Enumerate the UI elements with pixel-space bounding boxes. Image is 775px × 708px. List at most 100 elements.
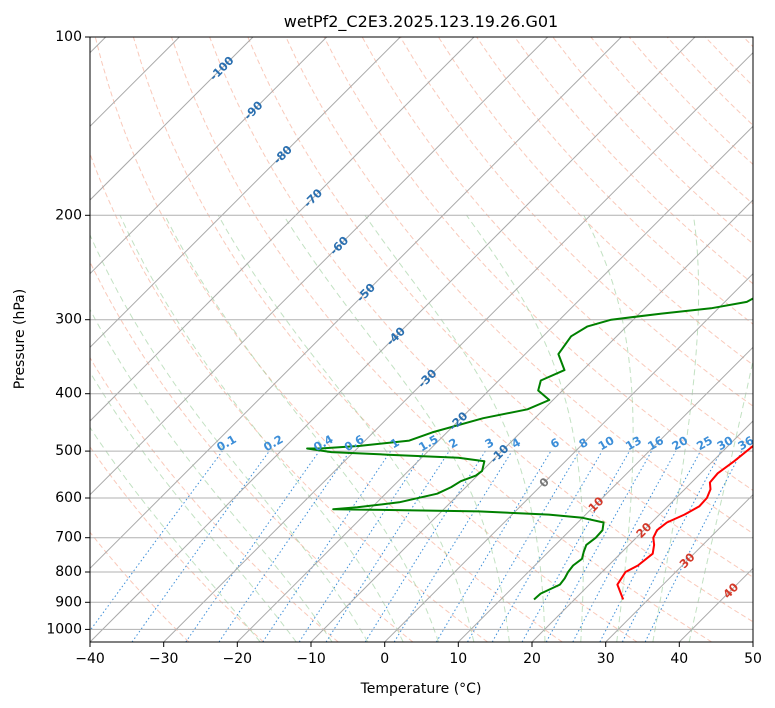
isotherm-line [90,37,696,642]
x-tick-label: −40 [75,651,105,667]
plot-frame [89,36,754,643]
mixing-ratio-label: 25 [694,433,715,453]
mixing-ratio-line [545,450,653,642]
isotherm-line [90,37,401,349]
dry-adiabat-line [704,37,753,87]
isotherm-line [384,272,753,642]
dry-adiabat-line [514,37,753,285]
mixing-ratio-line [262,450,392,642]
sounding-series [306,297,753,601]
moist-adiabat-line [283,215,510,642]
x-tick-label: 10 [449,651,467,667]
y-tick-label: 400 [55,386,82,402]
dry-adiabat-line [247,37,753,578]
mixing-ratio-line [572,450,677,642]
mixing-ratio-label: 1 [388,435,402,451]
x-tick-label: 30 [597,651,615,667]
dry-adiabat-line [94,37,563,642]
mixing-ratio-line [218,450,351,642]
dry-adiabat-line [90,531,190,642]
dry-adiabat-line [209,37,753,623]
x-tick-label: 40 [670,651,688,667]
moist-adiabat-line [90,426,261,642]
isotherm-line [678,567,753,642]
x-axis-ticks: −40 −30 −20 −10 0 10 20 30 40 50 [75,642,762,667]
x-tick-label: −30 [149,651,179,667]
mixing-ratio-line [185,450,320,642]
dry-adiabat-line [171,37,712,642]
mixing-ratio-line [131,450,270,642]
isotherm-line [90,37,475,422]
chart-title: wetPf2_C2E3.2025.123.19.26.G01 [284,12,558,32]
isotherm-line [457,346,753,642]
isotherm-line [236,125,753,642]
x-tick-label: 20 [523,651,541,667]
moist-adiabat-line [217,215,475,642]
y-tick-label: 600 [55,490,82,506]
dry-adiabat-line [552,37,753,245]
mixing-ratio-label: 30 [715,433,736,453]
isotherm-line [605,493,753,642]
x-axis-label: Temperature (°C) [360,681,482,697]
y-tick-label: 700 [55,530,82,546]
mixing-ratio-line [298,450,425,642]
mixing-ratio-label: 36 [735,433,756,453]
x-tick-label: 50 [744,651,762,667]
mixing-ratio-label: 10 [596,433,617,453]
mixing-ratio-line [621,450,722,642]
isotherm-line [90,37,549,496]
isotherm-line [90,37,622,570]
mixing-ratio-label: 16 [645,433,666,453]
dewpoint-line [306,297,753,601]
mixing-ratio-label: 13 [623,433,644,453]
isotherm-line [531,420,753,642]
dry-adiabat-line [90,152,488,642]
moist-adiabat-line [364,215,546,642]
mixing-ratio-line [325,450,450,642]
isotherm-line [90,37,254,201]
isotherm-line [310,199,753,642]
y-tick-label: 200 [55,207,82,223]
isotherm-line [752,641,753,642]
moist-adiabat-line [466,215,584,642]
dry-adiabat-line [90,260,414,642]
mixing-ratio-line [90,450,223,632]
y-tick-label: 900 [55,594,82,610]
moist-adiabat-line [119,215,404,642]
y-tick-label: 500 [55,443,82,459]
x-tick-label: 0 [380,651,389,667]
moist-adiabat-line [688,358,753,642]
dry-adiabat-line [743,37,753,48]
moist-adiabat-line [90,308,333,642]
mixing-ratio-line [393,450,513,642]
moist-adiabat-line [164,215,439,642]
moist-adiabat-line [652,215,700,642]
y-tick-label: 100 [55,29,82,45]
moist-adiabat-line [90,371,297,642]
isotherm-line [90,37,328,275]
dry-adiabat-line [90,356,339,642]
mixing-ratio-line [435,450,552,642]
mixing-ratio-label: 4 [509,435,523,451]
x-tick-label: −10 [296,651,326,667]
background-reference-lines [90,37,753,642]
dry-adiabat-line [285,37,753,535]
y-tick-label: 1000 [46,621,82,637]
mixing-ratio-line [521,450,630,642]
y-tick-label: 800 [55,564,82,580]
dry-adiabat-line [90,446,264,642]
moist-adiabat-line [90,233,369,642]
mixing-ratio-line [644,450,743,642]
y-axis-ticks: 100 200 300 400 500 600 700 800 900 1000 [46,29,90,637]
moist-adiabat-line [583,215,634,642]
y-axis-label: Pressure (hPa) [12,289,28,389]
x-tick-label: −20 [223,651,253,667]
y-tick-label: 300 [55,312,82,328]
dry-adiabat-line [437,37,753,366]
dry-adiabat-line [666,37,753,126]
dry-adiabat-line [323,37,753,491]
mixing-ratio-label: 20 [669,433,690,453]
dry-adiabat-line [590,37,753,205]
dry-adiabat-line [399,37,753,407]
